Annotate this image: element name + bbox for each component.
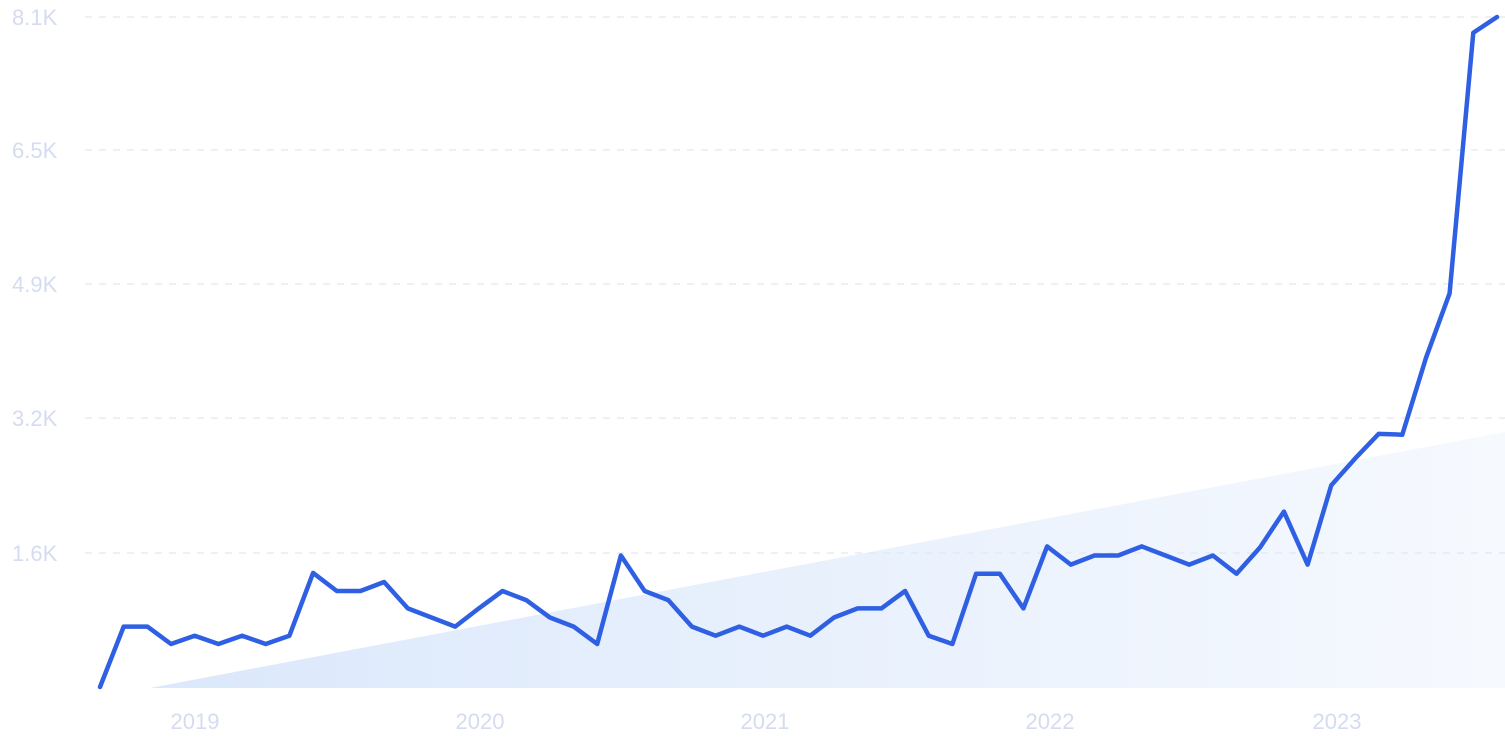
series-line — [97, 14, 1500, 690]
y-tick-label: 6.5K — [12, 138, 58, 163]
trend-area — [150, 432, 1505, 688]
y-tick-label: 8.1K — [12, 5, 58, 30]
x-tick-label: 2020 — [456, 709, 505, 734]
series-layer — [97, 14, 1500, 690]
x-tick-label: 2019 — [171, 709, 220, 734]
x-tick-label: 2021 — [741, 709, 790, 734]
y-axis-ticks: 1.6K 3.2K 4.9K 6.5K 8.1K — [12, 5, 58, 566]
x-axis-ticks: 2019 2020 2021 2022 2023 — [171, 709, 1362, 734]
x-tick-label: 2023 — [1313, 709, 1362, 734]
y-tick-label: 4.9K — [12, 272, 58, 297]
y-tick-label: 1.6K — [12, 541, 58, 566]
x-tick-label: 2022 — [1026, 709, 1075, 734]
y-tick-label: 3.2K — [12, 406, 58, 431]
